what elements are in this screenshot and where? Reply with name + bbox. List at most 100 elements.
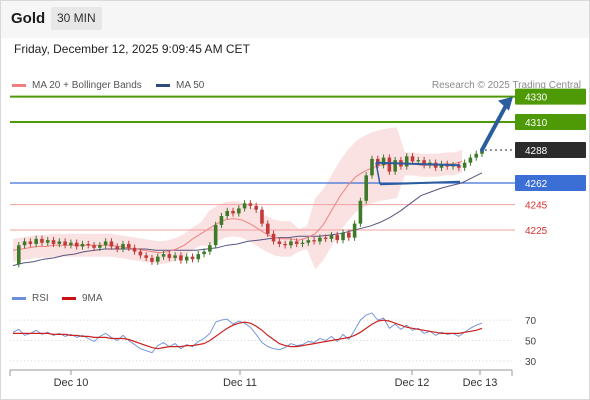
candle-body bbox=[439, 163, 444, 168]
timeframe-badge[interactable]: 30 MIN bbox=[51, 7, 102, 30]
candle-body bbox=[306, 240, 311, 243]
candle-body bbox=[457, 165, 461, 168]
candle-body bbox=[28, 241, 33, 244]
candle-body bbox=[127, 243, 131, 248]
candle-body bbox=[468, 157, 473, 163]
forecast-arrow-head bbox=[498, 96, 513, 111]
symbol-title: Gold bbox=[11, 10, 46, 27]
level-label-4225: 4225 bbox=[525, 226, 548, 237]
ma20-swatch bbox=[12, 84, 26, 87]
candle-body bbox=[265, 223, 270, 234]
candle-body bbox=[138, 251, 143, 256]
time-label-0: Dec 10 bbox=[54, 377, 89, 389]
candle-body bbox=[63, 241, 67, 246]
candle-body bbox=[347, 232, 351, 238]
chart-header: Gold 30 MIN bbox=[0, 0, 590, 38]
candle-body bbox=[109, 241, 114, 247]
candle-body bbox=[248, 203, 253, 206]
level-box-4262 bbox=[515, 175, 586, 191]
candle-body bbox=[237, 208, 241, 214]
candle-body bbox=[22, 241, 27, 246]
candle-body bbox=[179, 255, 183, 261]
level-label-4262: 4262 bbox=[525, 179, 548, 190]
candle-body bbox=[98, 245, 102, 248]
candle-body bbox=[202, 251, 206, 255]
time-label-1: Dec 11 bbox=[223, 377, 257, 389]
rsi-tick-70: 70 bbox=[525, 316, 537, 327]
rsi-swatch bbox=[12, 297, 26, 300]
level-box-4288 bbox=[515, 141, 586, 158]
candle-body bbox=[184, 256, 189, 261]
channel-bottom bbox=[379, 180, 461, 186]
candle-body bbox=[208, 245, 212, 252]
ma50-line bbox=[12, 172, 483, 267]
candle-body bbox=[173, 255, 177, 258]
candle-body bbox=[335, 235, 340, 241]
candle-body bbox=[155, 256, 160, 262]
ma50-label: MA 50 bbox=[176, 80, 205, 91]
level-label-4245: 4245 bbox=[525, 201, 548, 212]
candle-body bbox=[404, 156, 409, 167]
candle-body bbox=[144, 255, 148, 258]
candle-body bbox=[167, 254, 172, 258]
candle-body bbox=[51, 240, 56, 244]
candle-body bbox=[103, 241, 108, 246]
candle-body bbox=[260, 209, 264, 224]
candle-body bbox=[277, 241, 282, 244]
candle-body bbox=[422, 160, 426, 166]
candle-body bbox=[80, 243, 85, 247]
rsi-series-rsi bbox=[12, 312, 483, 354]
level-box-4310 bbox=[515, 114, 586, 131]
candle-body bbox=[271, 233, 276, 242]
candle-body bbox=[57, 241, 62, 244]
candle-body bbox=[92, 245, 96, 248]
candle-body bbox=[300, 242, 305, 244]
candle-body bbox=[318, 237, 322, 242]
time-label-3: Dec 13 bbox=[463, 377, 498, 389]
candle-body bbox=[40, 238, 44, 243]
candle-body bbox=[462, 162, 467, 168]
candle-body bbox=[370, 158, 374, 176]
ma20-label: MA 20 + Bollinger Bands bbox=[32, 80, 142, 91]
candle-body bbox=[242, 203, 247, 209]
candle-body bbox=[196, 254, 201, 260]
candle-body bbox=[161, 254, 166, 257]
candle-body bbox=[86, 243, 91, 246]
legend-ma20: MA 20 + Bollinger Bands bbox=[12, 80, 142, 91]
ma9-swatch bbox=[62, 297, 76, 300]
forecast-arrow-shaft bbox=[480, 101, 509, 152]
timestamp: Friday, December 12, 2025 9:09:45 AM CET bbox=[14, 42, 250, 56]
candle-body bbox=[474, 153, 479, 158]
candle-body bbox=[289, 241, 293, 246]
candle-body bbox=[387, 157, 392, 172]
candle-body bbox=[132, 247, 137, 252]
candle-body bbox=[323, 237, 328, 239]
ma50-swatch bbox=[156, 84, 170, 87]
time-label-2: Dec 12 bbox=[395, 377, 430, 389]
legend-ma50: MA 50 bbox=[156, 80, 204, 91]
level-label-4330: 4330 bbox=[525, 93, 548, 104]
candle-body bbox=[352, 223, 357, 238]
candle-body bbox=[69, 242, 73, 246]
candle-body bbox=[225, 210, 230, 217]
credit-text: Research © 2025 Trading Central bbox=[431, 80, 581, 91]
bollinger-band bbox=[13, 127, 462, 270]
candle-body bbox=[312, 240, 316, 242]
rsi-tick-30: 30 bbox=[525, 357, 537, 368]
candle-body bbox=[329, 235, 334, 239]
candle-body bbox=[74, 242, 79, 247]
candle-body bbox=[190, 256, 195, 260]
level-label-4288: 4288 bbox=[525, 146, 548, 157]
candle-body bbox=[283, 243, 287, 246]
legend-rsi: RSI bbox=[12, 293, 49, 304]
channel-top bbox=[375, 161, 461, 167]
candle-body bbox=[231, 210, 235, 214]
candle-body bbox=[364, 175, 368, 201]
rsi-series-9ma bbox=[13, 319, 483, 350]
candle-body bbox=[115, 246, 120, 250]
candle-body bbox=[213, 224, 218, 246]
rsi-label: RSI bbox=[32, 293, 49, 304]
candle-body bbox=[150, 257, 154, 262]
level-label-4310: 4310 bbox=[525, 118, 548, 129]
